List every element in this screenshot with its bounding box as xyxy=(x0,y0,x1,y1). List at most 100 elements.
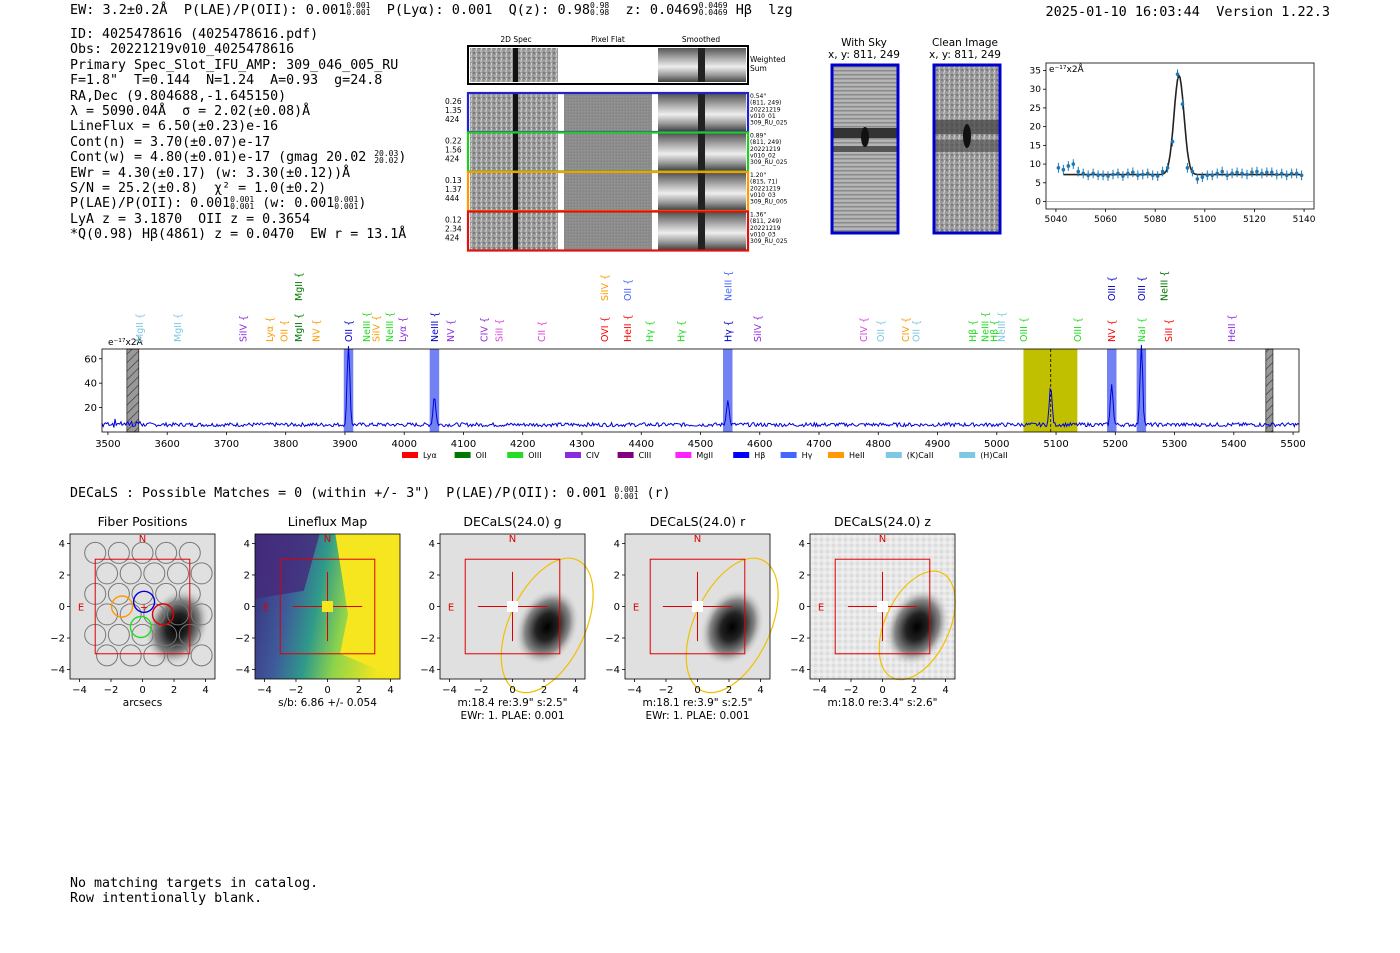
fiber-circle xyxy=(96,644,119,667)
panel-title: DECaLS(24.0) g xyxy=(463,514,561,529)
spectrum-xtick-label: 4300 xyxy=(569,439,594,450)
spectrum-xtick-label: 4800 xyxy=(866,439,891,450)
fit-ytick-label: 35 xyxy=(1030,66,1041,76)
row-pixel-flat xyxy=(564,133,652,171)
panel-xtick-label: 4 xyxy=(202,685,208,696)
row-meta: 1.20" (815, 71) 20221219 v010_03 309_RU_005 xyxy=(750,172,788,206)
spectrum-line-label: Hβ { xyxy=(989,320,1000,342)
fiber-circle xyxy=(107,623,130,646)
compass-n: N xyxy=(509,534,516,545)
compass-e: E xyxy=(818,603,824,614)
fiber-circle xyxy=(131,623,154,646)
imaging-panels: Fiber Positions + N E −4 −4 −2 −2 0 0 2 2 4 4 arcsecs L… xyxy=(50,514,956,722)
with-sky-source xyxy=(832,127,898,152)
fit-point xyxy=(1116,171,1120,176)
fit-point xyxy=(1106,174,1110,178)
weighted-sum-label: Weighted Sum xyxy=(750,55,786,73)
spectrum-xtick-label: 4000 xyxy=(391,439,416,450)
panel-ytick-label: 2 xyxy=(59,570,65,581)
cutout-row: 0.13 1.37 444 1.20" (815, 71) 20221219 v010_03… xyxy=(445,170,788,213)
fiber-highlight xyxy=(151,603,175,626)
spectrum-line-label: CIV { xyxy=(480,317,491,342)
spectrum-line-label: HeII { xyxy=(1227,314,1238,342)
legend-label: HeII xyxy=(849,451,865,460)
panel-ytick-label: 2 xyxy=(799,570,805,581)
panel-xtick-label: −4 xyxy=(257,685,272,696)
row-pixel-flat xyxy=(564,94,652,131)
spectrum-xtick-label: 4200 xyxy=(510,439,535,450)
spectrum-line-label: NV { xyxy=(1107,319,1118,342)
fit-curve xyxy=(1063,73,1302,176)
spectrum-line-label: NeIII { xyxy=(362,312,373,342)
panel-ytick-label: −2 xyxy=(605,634,620,645)
row-2d-source xyxy=(513,212,518,250)
panel-title: DECaLS(24.0) z xyxy=(834,514,931,529)
fiber-circle xyxy=(166,644,189,667)
spectrum-line-label: OIII { xyxy=(1073,317,1084,342)
clean-image-title: Clean Image x, y: 811, 249 xyxy=(917,37,1013,61)
panel-ytick-label: 2 xyxy=(614,570,620,581)
panel-xtick-label: 0 xyxy=(139,685,145,696)
panel-band: DECaLS(24.0) r N E −4 −4 −2 −2 0 0 2 2 4 4 m:18.1 re:… xyxy=(605,514,779,722)
cutout-rows: Weighted Sum 0.26 1.35 424 0.54" (811, 249) 202… xyxy=(445,45,788,252)
panel-ytick-label: 4 xyxy=(59,539,65,550)
spectrum-xtick-label: 5200 xyxy=(1103,439,1128,450)
legend-label: OII xyxy=(476,451,487,460)
panel-xtick-label: −2 xyxy=(474,685,489,696)
panel-ytick-label: −4 xyxy=(50,665,65,676)
fit-point xyxy=(1210,173,1215,178)
panel-ytick-label: 0 xyxy=(429,602,435,613)
info-sn: S/N = 25.2(±0.8) χ² = 1.0(±0.2) xyxy=(70,180,327,196)
fit-point xyxy=(1255,169,1259,174)
legend-label: CIII xyxy=(639,451,652,460)
fit-point xyxy=(1101,173,1105,178)
fiber-circle xyxy=(166,603,189,626)
spectrum-line-label: MgII { xyxy=(173,313,184,342)
row-weights: 0.26 1.35 424 xyxy=(445,97,462,124)
sky-clean-images xyxy=(830,63,1002,235)
fit-point xyxy=(1165,166,1170,170)
fit-point xyxy=(1076,169,1081,174)
fit-point xyxy=(1180,102,1185,106)
fit-ytick-label: 5 xyxy=(1035,179,1041,189)
compass-n: N xyxy=(694,534,701,545)
spectrum-xtick-label: 3900 xyxy=(332,439,357,450)
fit-point xyxy=(1150,173,1155,178)
galaxy-image xyxy=(885,588,950,666)
panel-ytick-label: 4 xyxy=(799,539,805,550)
info-q: *Q(0.98) Hβ(4861) z = 0.0470 EW r = 13.1… xyxy=(70,227,407,243)
panel-xtick-label: −4 xyxy=(627,685,642,696)
panel-xtick-label: 4 xyxy=(757,685,763,696)
panel-band: DECaLS(24.0) g N E −4 −4 −2 −2 0 0 2 2 4 4 m:18.4 re:… xyxy=(420,514,594,722)
spectrum-ytick-label: 60 xyxy=(84,354,97,365)
col-smoothed: Smoothed xyxy=(682,35,721,44)
search-box xyxy=(279,558,376,655)
spectrum-line-label: HeII { xyxy=(623,314,634,342)
fiber-circle xyxy=(190,562,213,585)
row-weights: 0.22 1.56 424 xyxy=(445,137,462,164)
spectrum-line-label: NaI { xyxy=(1137,317,1148,342)
spectrum-xtick-label: 4900 xyxy=(925,439,950,450)
with-sky-title: With Sky x, y: 811, 249 xyxy=(816,37,912,61)
panel-xtick-label: −2 xyxy=(659,685,674,696)
fit-ytick-label: 15 xyxy=(1030,141,1041,151)
spectrum-line-label: OIII { xyxy=(1137,276,1148,301)
cutout-row: 0.22 1.56 424 0.89" (811, 249) 20221219 v010_0… xyxy=(445,131,788,173)
panel-caption: s/b: 6.86 +/- 0.054 xyxy=(278,697,377,709)
panel-ytick-label: 2 xyxy=(429,570,435,581)
fiber-circle xyxy=(190,644,213,667)
spectrum-line-label: NeIII { xyxy=(997,312,1008,342)
legend-label: OIII xyxy=(528,451,541,460)
fiber-circle xyxy=(96,562,119,585)
row-weights: 0.12 2.34 424 xyxy=(445,216,462,243)
spectrum-xtick-label: 3800 xyxy=(273,439,298,450)
row-meta: 1.36" (811, 249) 20221219 v010_03 309_RU_025 xyxy=(750,212,788,246)
compass-e: E xyxy=(78,603,84,614)
panel-xtick-label: 0 xyxy=(324,685,330,696)
info-radec: RA,Dec (9.804688,-1.645150) xyxy=(70,88,287,104)
fiber-circle xyxy=(155,541,178,564)
fit-point xyxy=(1230,171,1234,176)
panel-xtick-label: −4 xyxy=(72,685,87,696)
col-pixel-flat: Pixel Flat xyxy=(591,35,625,44)
legend-swatch xyxy=(885,452,902,458)
